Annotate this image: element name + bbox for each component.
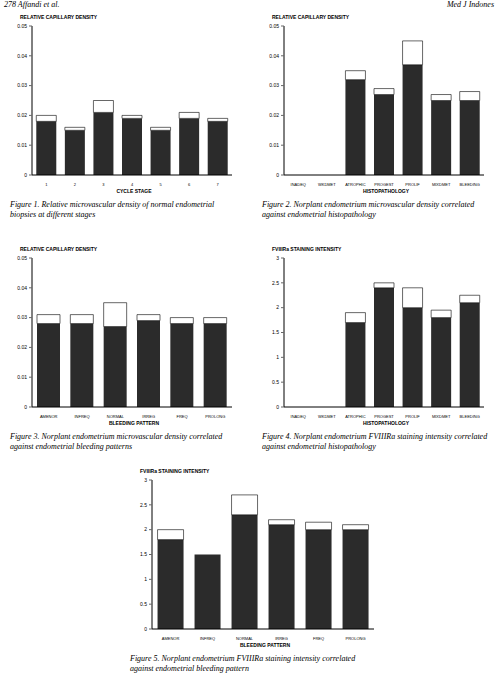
svg-text:0.02: 0.02 bbox=[17, 344, 27, 350]
svg-text:NORMAL: NORMAL bbox=[236, 636, 254, 641]
html-text:Figure 3. Norplant endometrium: Figure 3. Norplant endometrium microvasc… bbox=[10, 432, 223, 451]
html-text:Figure 2. Norplant endometrium: Figure 2. Norplant endometrium microvasc… bbox=[262, 200, 475, 219]
svg-text:0: 0 bbox=[24, 404, 27, 410]
svg-text:1.5: 1.5 bbox=[140, 551, 147, 557]
svg-text:0.04: 0.04 bbox=[17, 53, 27, 59]
svg-text:3: 3 bbox=[102, 182, 105, 187]
svg-text:2.5: 2.5 bbox=[272, 280, 279, 286]
svg-text:3: 3 bbox=[144, 477, 147, 483]
svg-text:0.03: 0.03 bbox=[17, 82, 27, 88]
svg-text:5: 5 bbox=[159, 182, 162, 187]
svg-text:0.01: 0.01 bbox=[17, 142, 27, 148]
svg-text:PROLONG: PROLONG bbox=[345, 636, 365, 641]
html-text:HISTOPATHOLOGY: HISTOPATHOLOGY bbox=[362, 420, 410, 426]
svg-text:NORMAL: NORMAL bbox=[107, 414, 125, 419]
html-text:CYCLE STAGE: CYCLE STAGE bbox=[116, 188, 152, 194]
svg-text:INFREQ: INFREQ bbox=[200, 636, 215, 641]
svg-text:ATROPHIC: ATROPHIC bbox=[345, 182, 365, 187]
html-text:Figure 5. Norplant endometrium: Figure 5. Norplant endometrium FVIIIRa s… bbox=[130, 654, 356, 673]
svg-text:INFREQ: INFREQ bbox=[74, 414, 89, 419]
svg-text:MIXDMET: MIXDMET bbox=[432, 182, 451, 187]
html-text:Figure 1. Relative microvascul: Figure 1. Relative microvascular density… bbox=[10, 200, 215, 219]
svg-text:0: 0 bbox=[276, 404, 279, 410]
html-text:HISTOPATHOLOGY: HISTOPATHOLOGY bbox=[362, 188, 410, 194]
html-text:RELATIVE CAPILLARY DENSITY: RELATIVE CAPILLARY DENSITY bbox=[20, 246, 98, 252]
svg-text:IRREG: IRREG bbox=[142, 414, 155, 419]
html-text:278 Affandi et al.: 278 Affandi et al. bbox=[4, 0, 60, 9]
html-text:BLEEDING PATTERN: BLEEDING PATTERN bbox=[240, 642, 290, 648]
svg-text:WKDMET: WKDMET bbox=[318, 182, 336, 187]
svg-text:4: 4 bbox=[131, 182, 134, 187]
svg-text:0.05: 0.05 bbox=[269, 23, 279, 29]
svg-text:2: 2 bbox=[74, 182, 77, 187]
svg-text:6: 6 bbox=[188, 182, 191, 187]
svg-text:0.01: 0.01 bbox=[269, 142, 279, 148]
svg-text:INADEQ: INADEQ bbox=[291, 182, 306, 187]
svg-text:INADEQ: INADEQ bbox=[291, 414, 306, 419]
html-text:FVIIIRa STAINING INTENSITY: FVIIIRa STAINING INTENSITY bbox=[272, 246, 342, 252]
html-text:Med J Indones: Med J Indones bbox=[446, 0, 494, 9]
svg-text:0.5: 0.5 bbox=[272, 379, 279, 385]
svg-text:1: 1 bbox=[144, 576, 147, 582]
svg-text:0: 0 bbox=[144, 626, 147, 632]
svg-text:2.5: 2.5 bbox=[140, 502, 147, 508]
html-text:BLEEDING PATTERN: BLEEDING PATTERN bbox=[109, 420, 159, 426]
svg-text:ATROPHIC: ATROPHIC bbox=[345, 414, 365, 419]
svg-text:7: 7 bbox=[217, 182, 220, 187]
svg-text:0.5: 0.5 bbox=[140, 601, 147, 607]
svg-text:3: 3 bbox=[276, 255, 279, 261]
svg-text:1: 1 bbox=[45, 182, 48, 187]
svg-text:PROGEST: PROGEST bbox=[374, 414, 394, 419]
svg-text:0.04: 0.04 bbox=[269, 53, 279, 59]
svg-text:FREQ: FREQ bbox=[313, 636, 324, 641]
svg-text:0.05: 0.05 bbox=[17, 23, 27, 29]
html-text:Figure 4. Norplant endometrium: Figure 4. Norplant endometrium FVIIIRa s… bbox=[262, 432, 488, 451]
svg-text:0.03: 0.03 bbox=[17, 314, 27, 320]
svg-text:BLEEDING: BLEEDING bbox=[460, 182, 480, 187]
svg-text:0.02: 0.02 bbox=[17, 112, 27, 118]
svg-text:PROLONG: PROLONG bbox=[205, 414, 225, 419]
svg-text:1.5: 1.5 bbox=[272, 329, 279, 335]
svg-text:PROLIF: PROLIF bbox=[405, 182, 420, 187]
svg-text:0: 0 bbox=[24, 172, 27, 178]
svg-text:AMENOR: AMENOR bbox=[162, 636, 180, 641]
svg-text:0.04: 0.04 bbox=[17, 285, 27, 291]
svg-text:IRREG: IRREG bbox=[275, 636, 288, 641]
svg-text:WKDMET: WKDMET bbox=[318, 414, 336, 419]
svg-text:0.02: 0.02 bbox=[269, 112, 279, 118]
svg-text:0.01: 0.01 bbox=[17, 374, 27, 380]
svg-text:MIXDMET: MIXDMET bbox=[432, 414, 451, 419]
html-text:FVIIIRa STAINING INTENSITY: FVIIIRa STAINING INTENSITY bbox=[140, 468, 210, 474]
svg-text:PROLIF: PROLIF bbox=[405, 414, 420, 419]
svg-text:FREQ: FREQ bbox=[176, 414, 187, 419]
svg-text:0.03: 0.03 bbox=[269, 82, 279, 88]
svg-text:2: 2 bbox=[276, 304, 279, 310]
svg-text:2: 2 bbox=[144, 526, 147, 532]
svg-text:0.05: 0.05 bbox=[17, 255, 27, 261]
html-text:RELATIVE CAPILLARY DENSITY: RELATIVE CAPILLARY DENSITY bbox=[272, 14, 350, 20]
svg-text:PROGEST: PROGEST bbox=[374, 182, 394, 187]
svg-text:1: 1 bbox=[276, 354, 279, 360]
svg-text:0: 0 bbox=[276, 172, 279, 178]
html-text:RELATIVE CAPILLARY DENSITY: RELATIVE CAPILLARY DENSITY bbox=[20, 14, 98, 20]
svg-text:AMENOR: AMENOR bbox=[40, 414, 58, 419]
svg-text:BLEEDING: BLEEDING bbox=[460, 414, 480, 419]
